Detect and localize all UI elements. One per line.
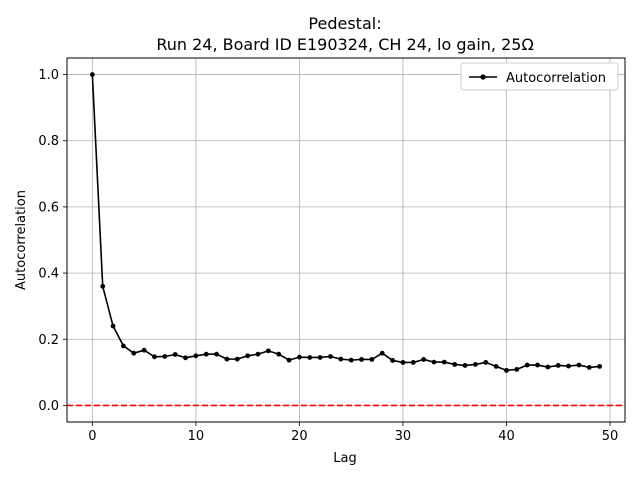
legend-marker (480, 74, 486, 80)
x-tick-label: 0 (88, 429, 96, 444)
data-point (110, 323, 116, 329)
data-point (421, 357, 427, 362)
data-point (317, 355, 323, 360)
x-tick-label: 30 (395, 429, 412, 444)
data-point (514, 366, 520, 372)
x-ticks: 0 10 20 30 40 50 (88, 422, 618, 444)
data-point (100, 283, 106, 289)
x-tick-label: 40 (498, 429, 515, 444)
data-point (348, 357, 354, 363)
grid (67, 58, 625, 422)
x-tick-label: 20 (291, 429, 308, 444)
y-tick-label: 0.4 (38, 267, 59, 282)
data-point (390, 358, 395, 363)
data-point (369, 357, 375, 362)
data-point (141, 347, 147, 353)
chart-subtitle: Run 24, Board ID E190324, CH 24, lo gain… (156, 35, 533, 54)
data-point (441, 359, 447, 365)
data-point (545, 364, 551, 370)
data-point (224, 356, 230, 362)
data-point (338, 356, 344, 362)
data-point (452, 362, 458, 367)
data-point (121, 343, 126, 349)
data-point (152, 354, 157, 360)
data-point (172, 352, 178, 357)
data-point (473, 362, 478, 367)
data-point (183, 355, 188, 361)
data-point (535, 362, 540, 368)
data-point (555, 363, 561, 368)
legend-label: Autocorrelation (506, 71, 606, 86)
data-point (586, 365, 592, 370)
data-point (379, 350, 385, 356)
data-point (245, 353, 251, 359)
data-point (328, 354, 333, 359)
x-tick-label: 50 (602, 429, 619, 444)
legend-box (460, 62, 619, 91)
y-tick-label: 0.8 (38, 134, 59, 149)
series-layer (89, 72, 603, 373)
data-point (214, 351, 219, 357)
data-point (524, 362, 530, 368)
data-point (462, 363, 468, 368)
data-point (255, 351, 261, 357)
x-tick-label: 10 (188, 429, 205, 444)
data-point (162, 354, 168, 359)
data-point (566, 363, 571, 369)
data-point (265, 348, 271, 354)
legend: Autocorrelation (460, 62, 619, 91)
y-tick-label: 0.2 (38, 333, 59, 348)
y-axis-label: Autocorrelation (14, 190, 29, 290)
data-point (193, 353, 199, 359)
data-point (276, 351, 282, 357)
y-tick-label: 0.6 (38, 200, 59, 215)
x-axis-label: Lag (333, 451, 356, 466)
data-point (483, 360, 489, 365)
data-point (359, 357, 364, 362)
y-tick-label: 1.0 (38, 68, 59, 83)
y-ticks: 0.0 0.2 0.4 0.6 0.8 1.0 (38, 68, 67, 414)
data-point (286, 357, 292, 363)
series-line (91, 74, 600, 372)
data-point (297, 354, 302, 360)
chart-title: Pedestal: (308, 14, 381, 33)
data-point (89, 72, 95, 77)
data-point (307, 355, 313, 360)
data-point (576, 362, 582, 368)
data-point (504, 367, 509, 373)
data-point (493, 364, 499, 369)
plot-frame (66, 57, 626, 423)
data-point (234, 356, 240, 362)
data-point (131, 350, 137, 356)
data-point (597, 364, 603, 369)
data-point (203, 351, 209, 357)
data-point (410, 360, 416, 365)
data-point (400, 360, 406, 365)
data-point (431, 359, 437, 365)
y-tick-label: 0.0 (38, 399, 59, 414)
